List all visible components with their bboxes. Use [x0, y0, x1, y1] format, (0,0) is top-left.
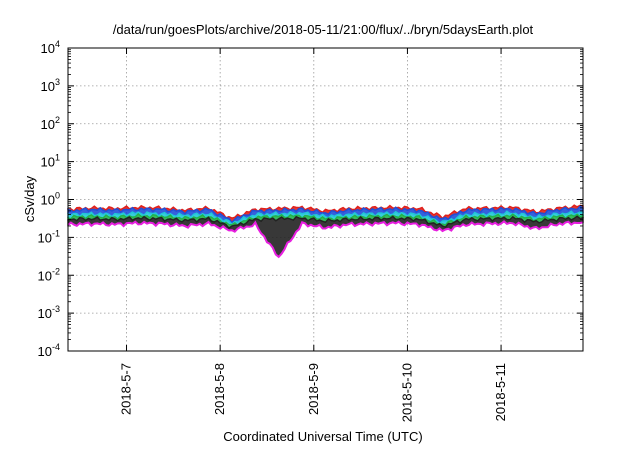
y-tick-label: 10-2	[38, 266, 60, 283]
y-tick-label: 102	[41, 115, 60, 132]
x-tick-label: 2018-5-10	[399, 363, 414, 422]
y-tick-label: 10-3	[38, 304, 60, 321]
y-tick-label: 10-1	[38, 228, 60, 245]
x-tick-label: 2018-5-9	[306, 363, 321, 415]
y-tick-label: 104	[41, 39, 60, 56]
x-tick-label: 2018-5-7	[119, 363, 134, 415]
x-tick-label: 2018-5-8	[212, 363, 227, 415]
y-tick-label: 103	[41, 77, 60, 94]
x-axis-label: Coordinated Universal Time (UTC)	[223, 429, 422, 444]
y-axis-label: cSv/day	[22, 175, 37, 222]
grid	[68, 48, 583, 351]
chart-title: /data/run/goesPlots/archive/2018-05-11/2…	[113, 22, 534, 37]
y-tick-label: 100	[41, 191, 60, 208]
y-tick-label: 10-4	[38, 342, 60, 359]
x-tick-label: 2018-5-11	[493, 363, 508, 421]
y-tick-label: 101	[41, 153, 60, 170]
series-group	[68, 205, 583, 257]
